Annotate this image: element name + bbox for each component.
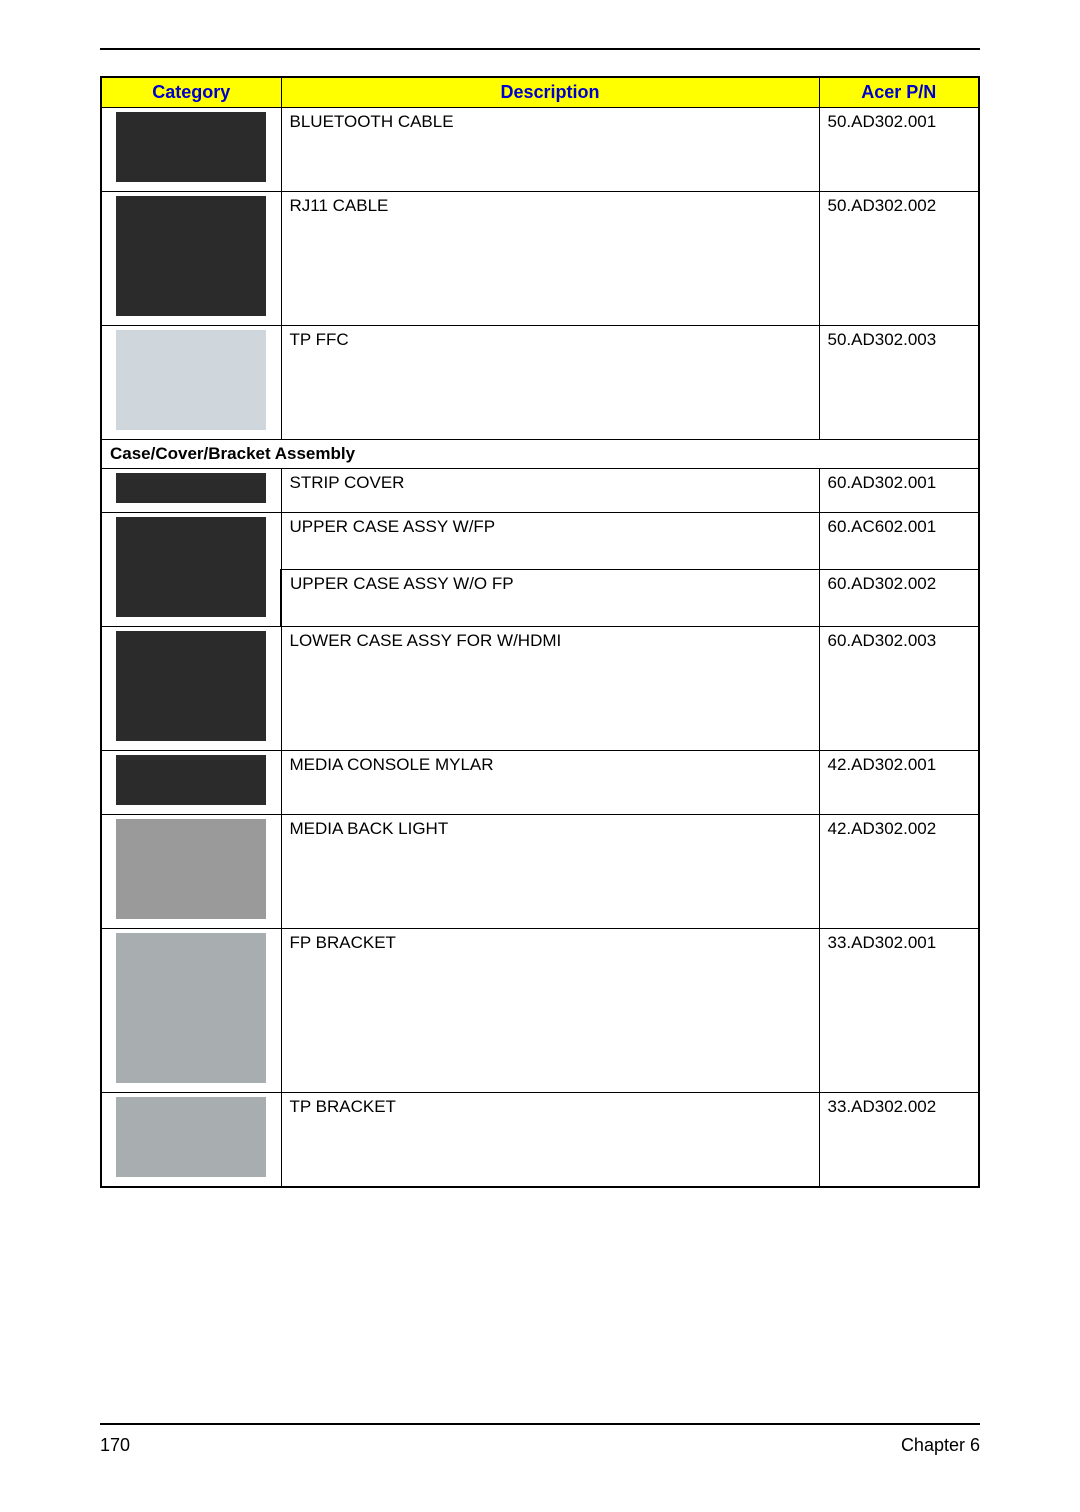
page-body: Category Description Acer P/N BLUETOOTH … <box>0 0 1080 1188</box>
table-header-row: Category Description Acer P/N <box>101 77 979 108</box>
part-description: FP BRACKET <box>281 929 819 1093</box>
part-description: UPPER CASE ASSY W/O FP <box>281 570 819 627</box>
part-image-cell <box>101 929 281 1093</box>
part-pn: 60.AD302.002 <box>819 570 979 627</box>
part-thumbnail <box>116 330 266 430</box>
part-image-cell <box>101 469 281 513</box>
part-thumbnail <box>116 755 266 805</box>
table-row: LOWER CASE ASSY FOR W/HDMI60.AD302.003 <box>101 627 979 751</box>
table-row: STRIP COVER60.AD302.001 <box>101 469 979 513</box>
part-image-cell <box>101 513 281 627</box>
part-pn: 33.AD302.002 <box>819 1093 979 1188</box>
part-description: STRIP COVER <box>281 469 819 513</box>
part-pn: 33.AD302.001 <box>819 929 979 1093</box>
table-row: RJ11 CABLE50.AD302.002 <box>101 192 979 326</box>
col-header-description: Description <box>281 77 819 108</box>
part-pn: 60.AD302.001 <box>819 469 979 513</box>
part-pn: 42.AD302.002 <box>819 815 979 929</box>
part-image-cell <box>101 815 281 929</box>
part-pn: 50.AD302.002 <box>819 192 979 326</box>
part-thumbnail <box>116 473 266 503</box>
part-pn: 50.AD302.003 <box>819 326 979 440</box>
page-number: 170 <box>100 1435 130 1456</box>
table-row: TP BRACKET33.AD302.002 <box>101 1093 979 1188</box>
table-row: FP BRACKET33.AD302.001 <box>101 929 979 1093</box>
footer-rule <box>100 1423 980 1425</box>
part-pn: 60.AD302.003 <box>819 627 979 751</box>
part-image-cell <box>101 192 281 326</box>
part-description: MEDIA CONSOLE MYLAR <box>281 751 819 815</box>
table-row: MEDIA BACK LIGHT42.AD302.002 <box>101 815 979 929</box>
part-thumbnail <box>116 1097 266 1177</box>
part-image-cell <box>101 1093 281 1188</box>
top-rule <box>100 48 980 50</box>
part-image-cell <box>101 627 281 751</box>
table-row: MEDIA CONSOLE MYLAR42.AD302.001 <box>101 751 979 815</box>
table-row: BLUETOOTH CABLE50.AD302.001 <box>101 108 979 192</box>
part-description: UPPER CASE ASSY W/FP <box>281 513 819 570</box>
col-header-pn: Acer P/N <box>819 77 979 108</box>
part-description: LOWER CASE ASSY FOR W/HDMI <box>281 627 819 751</box>
section-row: Case/Cover/Bracket Assembly <box>101 440 979 469</box>
part-pn: 50.AD302.001 <box>819 108 979 192</box>
part-description: TP BRACKET <box>281 1093 819 1188</box>
parts-table: Category Description Acer P/N BLUETOOTH … <box>100 76 980 1188</box>
part-image-cell <box>101 751 281 815</box>
part-description: RJ11 CABLE <box>281 192 819 326</box>
part-thumbnail <box>116 196 266 316</box>
part-thumbnail <box>116 933 266 1083</box>
page-footer: 170 Chapter 6 <box>100 1423 980 1456</box>
part-image-cell <box>101 108 281 192</box>
part-image-cell <box>101 326 281 440</box>
table-row: UPPER CASE ASSY W/FP60.AC602.001 <box>101 513 979 570</box>
table-body: BLUETOOTH CABLE50.AD302.001 RJ11 CABLE50… <box>101 108 979 1188</box>
col-header-category: Category <box>101 77 281 108</box>
chapter-label: Chapter 6 <box>901 1435 980 1456</box>
part-description: TP FFC <box>281 326 819 440</box>
section-title: Case/Cover/Bracket Assembly <box>101 440 979 469</box>
part-thumbnail <box>116 517 266 617</box>
part-pn: 60.AC602.001 <box>819 513 979 570</box>
part-thumbnail <box>116 112 266 182</box>
part-description: MEDIA BACK LIGHT <box>281 815 819 929</box>
part-thumbnail <box>116 819 266 919</box>
part-pn: 42.AD302.001 <box>819 751 979 815</box>
part-description: BLUETOOTH CABLE <box>281 108 819 192</box>
table-row: TP FFC50.AD302.003 <box>101 326 979 440</box>
part-thumbnail <box>116 631 266 741</box>
